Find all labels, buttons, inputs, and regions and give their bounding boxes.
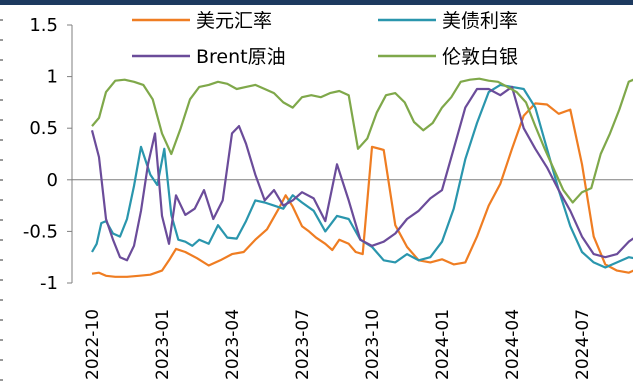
- x-tick-label: 2024-04: [503, 309, 523, 380]
- series-line-3: [90, 85, 633, 262]
- series-layer: [90, 77, 633, 278]
- y-tick-label: 1.5: [29, 15, 58, 36]
- legend-label: Brent原油: [196, 46, 286, 68]
- axes: 1.5 1 0.5 0 -0.5 -1 2022-10 2023-01 2023-04 2023-…: [23, 15, 633, 380]
- legend: 美元汇率 美债利率 Brent原油 伦敦白银: [132, 10, 518, 68]
- header-strip: [0, 0, 633, 5]
- x-tick-label: 2023-01: [153, 309, 173, 380]
- x-tick: 2022-10: [83, 309, 103, 380]
- x-tick: 2024-07: [573, 309, 593, 380]
- series-line-4: [91, 77, 633, 204]
- x-tick: 2024-01: [433, 309, 453, 380]
- legend-label: 美元汇率: [196, 10, 272, 32]
- y-tick-label: 0: [47, 170, 58, 191]
- series-line-1: [91, 102, 633, 278]
- legend-label: 美债利率: [442, 10, 518, 32]
- y-tick-label: 1: [47, 67, 58, 88]
- x-tick: 2023-01: [153, 309, 173, 380]
- y-tick-label: -0.5: [23, 221, 58, 242]
- x-tick-label: 2024-01: [433, 309, 453, 380]
- x-tick-label: 2023-04: [223, 309, 243, 380]
- x-tick-label: 2023-10: [363, 309, 383, 380]
- x-tick: 2023-07: [293, 309, 313, 380]
- x-tick: 2024-04: [503, 309, 523, 380]
- x-tick-label: 2023-07: [293, 309, 313, 380]
- series-line-2: [91, 83, 633, 269]
- y-tick-label: 0.5: [29, 118, 58, 139]
- x-tick: 2023-10: [363, 309, 383, 380]
- x-tick-label: 2022-10: [83, 309, 103, 380]
- y-tick-label: -1: [40, 273, 58, 294]
- legend-label: 伦敦白银: [442, 46, 518, 68]
- left-edge-marks: [0, 19, 3, 381]
- x-tick: 2023-04: [223, 309, 243, 380]
- x-tick-label: 2024-07: [573, 309, 593, 380]
